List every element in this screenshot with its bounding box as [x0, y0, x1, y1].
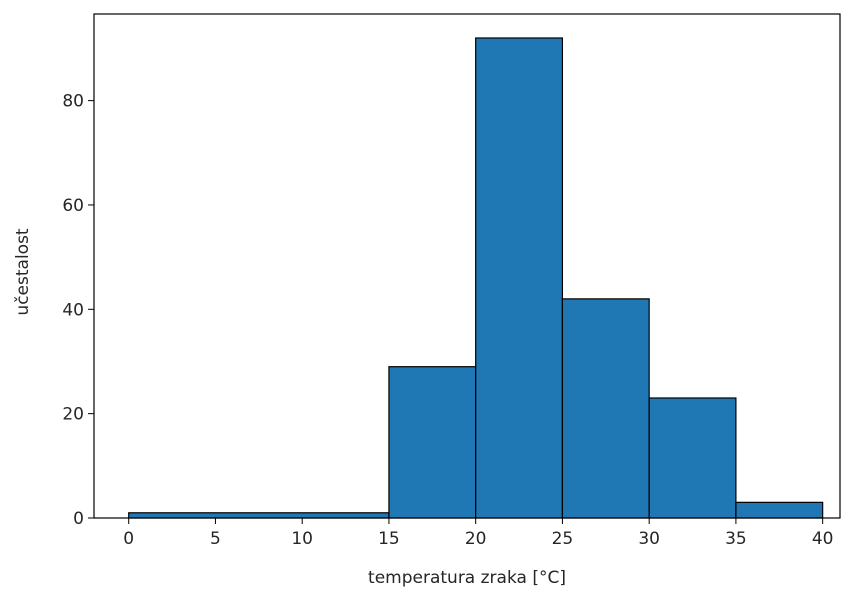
x-tick-label: 25 — [552, 529, 574, 549]
y-tick-label: 20 — [62, 405, 84, 425]
x-tick-label: 0 — [123, 529, 134, 549]
histogram-bar — [475, 37, 564, 519]
x-tick-label: 5 — [210, 529, 221, 549]
x-tick-label: 15 — [378, 529, 400, 549]
y-axis-label: učestalost — [13, 228, 33, 316]
plot-frame — [93, 13, 841, 519]
x-tick-label: 40 — [812, 529, 834, 549]
y-axis-ticks: 0 20 40 60 80 — [62, 92, 94, 529]
y-tick-label: 80 — [62, 92, 84, 112]
x-tick-label: 30 — [638, 529, 660, 549]
x-tick-label: 20 — [465, 529, 487, 549]
y-tick-label: 0 — [73, 509, 84, 529]
histogram-bar — [735, 501, 824, 519]
histogram-bar — [648, 397, 737, 519]
x-axis-label: temperatura zraka [°C] — [368, 568, 566, 588]
histogram-bar — [128, 512, 390, 519]
x-axis-ticks: 0 5 10 15 20 25 30 35 40 — [123, 518, 833, 549]
x-tick-label: 10 — [291, 529, 313, 549]
bars-group — [128, 37, 824, 519]
y-tick-label: 40 — [62, 300, 84, 320]
histogram-bar — [388, 366, 477, 519]
x-tick-label: 35 — [725, 529, 747, 549]
y-tick-label: 60 — [62, 196, 84, 216]
histogram-bar — [561, 298, 650, 519]
